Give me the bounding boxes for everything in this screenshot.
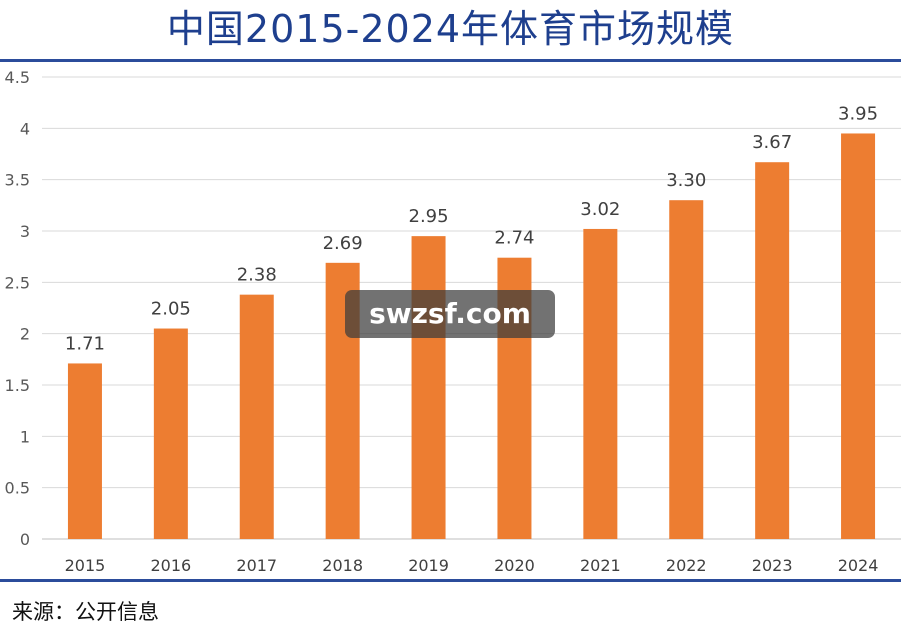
data-label: 2.38 [237,265,277,286]
data-label: 3.02 [580,199,620,220]
x-tick-label: 2021 [580,556,621,575]
x-tick-label: 2022 [666,556,707,575]
bar [841,133,876,539]
x-tick-label: 2016 [150,556,191,575]
y-tick-label: 0 [20,530,30,549]
bar [239,294,274,539]
bar [67,363,102,539]
x-tick-label: 2017 [236,556,277,575]
x-tick-label: 2018 [322,556,363,575]
watermark: swzsf.com [345,290,555,338]
x-tick-label: 2020 [494,556,535,575]
data-label: 3.67 [752,132,792,153]
x-tick-label: 2023 [752,556,793,575]
x-tick-label: 2015 [65,556,106,575]
data-label: 3.95 [838,103,878,124]
bar [583,228,618,540]
y-tick-label: 1 [20,427,30,446]
title-divider [0,59,901,62]
chart-title: 中国2015-2024年体育市场规模 [166,7,735,51]
source-note: 来源：公开信息 [12,600,159,624]
bar [411,236,446,539]
bar [669,200,704,539]
y-tick-label: 2 [20,325,30,344]
y-tick-label: 3 [20,222,30,241]
data-label: 3.30 [666,170,706,191]
y-tick-label: 4.5 [5,68,30,87]
x-tick-label: 2019 [408,556,449,575]
data-label: 1.71 [65,333,105,354]
y-tick-label: 1.5 [5,376,30,395]
y-tick-label: 0.5 [5,479,30,498]
data-label: 2.74 [494,228,534,249]
y-tick-label: 4 [20,119,30,138]
bar [755,162,790,540]
data-label: 2.95 [409,206,449,227]
bar [153,328,188,539]
footer-divider [0,579,901,582]
x-tick-label: 2024 [838,556,879,575]
y-tick-label: 2.5 [5,273,30,292]
data-label: 2.69 [323,233,363,254]
bar-chart: 0 0.5 1 1.5 2 2.5 3 3.5 4 4.5 1.71 2015 2.05 2016 2.38… [5,68,901,575]
data-label: 2.05 [151,299,191,320]
y-tick-label: 3.5 [5,171,30,190]
